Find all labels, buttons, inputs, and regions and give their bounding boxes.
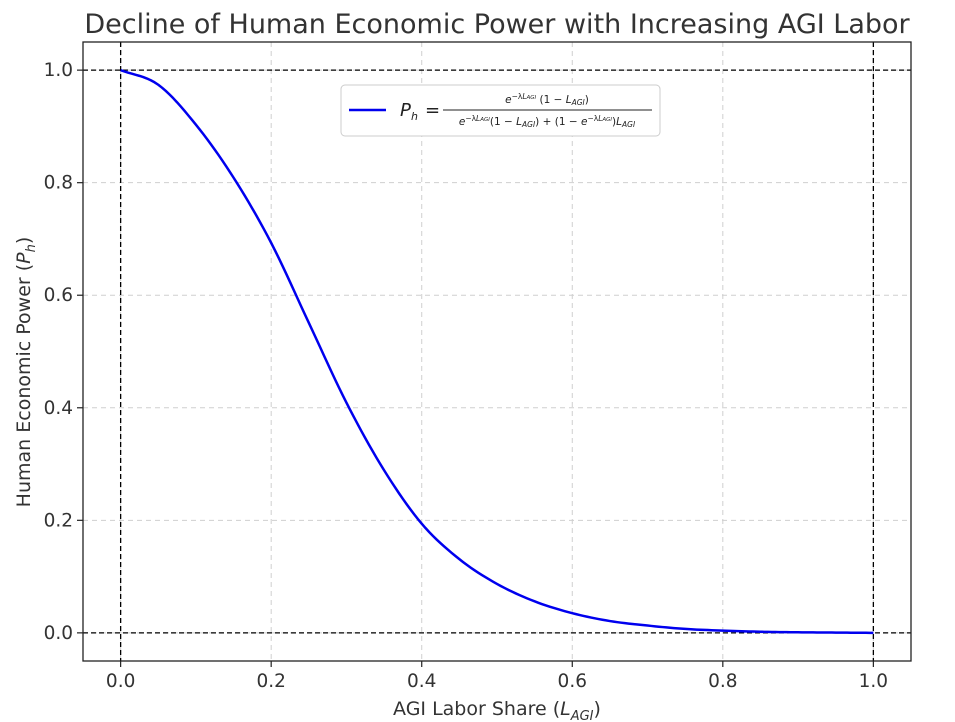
x-tick-label: 0.0 (106, 671, 135, 692)
x-axis-label: AGI Labor Share (LAGI) (393, 698, 601, 722)
x-tick-label: 0.4 (407, 671, 436, 692)
plot-frame (82, 41, 912, 662)
chart-title: Decline of Human Economic Power with Inc… (84, 9, 910, 40)
y-axis-label: Human Economic Power (Ph) (13, 237, 39, 508)
svg-text:=: = (425, 100, 440, 121)
y-tick-label: 0.0 (44, 623, 73, 644)
x-tick-label: 0.2 (256, 671, 285, 692)
svg-text:h: h (411, 110, 418, 123)
legend: P h = e−λLAGI (1 − LAGI) e−λLAGI(1 − LAG… (340, 84, 661, 137)
x-tick-label: 0.6 (558, 671, 587, 692)
y-tick-label: 0.6 (44, 285, 73, 306)
series-line (120, 68, 874, 635)
series-layer (120, 68, 874, 635)
svg-text:P: P (400, 100, 411, 121)
y-tick-label: 0.4 (44, 398, 73, 419)
y-tick-label: 0.8 (44, 173, 73, 194)
y-tick-label: 1.0 (44, 60, 73, 81)
y-tick-label: 0.2 (44, 510, 73, 531)
y-ticks: 0.0 0.2 0.4 0.6 0.8 1.0 (44, 60, 83, 644)
x-tick-label: 0.8 (708, 671, 737, 692)
svg-text:e−λLAGI(1 − LAGI) + (1 − e−λLA: e−λLAGI(1 − LAGI) + (1 − e−λLAGI)LAGI (459, 114, 636, 129)
x-ticks: 0.0 0.2 0.4 0.6 0.8 1.0 (106, 661, 888, 692)
legend-series-label: P h = e−λLAGI (1 − LAGI) e−λLAGI(1 − LAG… (400, 92, 652, 129)
svg-text:e−λLAGI (1 − LAGI): e−λLAGI (1 − LAGI) (505, 92, 589, 107)
x-tick-label: 1.0 (859, 671, 888, 692)
legend-box (340, 84, 661, 137)
